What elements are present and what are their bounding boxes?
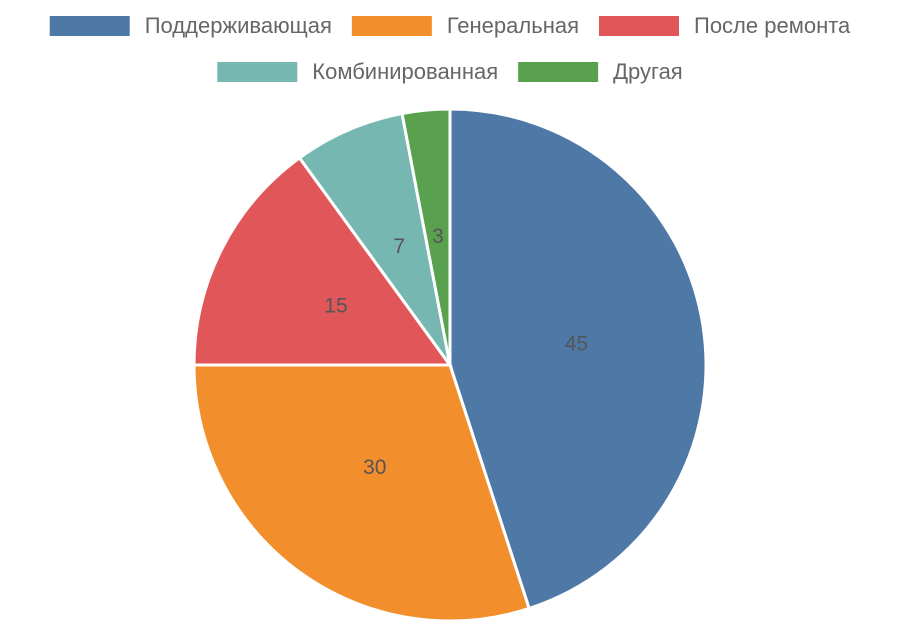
pie-slice — [192, 363, 531, 623]
legend-label: Поддерживающая — [145, 13, 332, 38]
pie-slice — [448, 107, 708, 611]
value-label: 7 — [393, 235, 405, 258]
legend-label: Другая — [613, 59, 683, 84]
pie-slice — [400, 107, 452, 366]
value-label: 15 — [324, 294, 347, 317]
legend-swatch — [49, 16, 130, 36]
value-label: 3 — [432, 225, 444, 248]
legend-swatch — [217, 62, 298, 82]
legend-label: После ремонта — [694, 13, 851, 38]
legend-swatch — [599, 16, 679, 36]
value-label: 45 — [565, 333, 588, 356]
legend-label: Генеральная — [447, 13, 579, 38]
pie-slice — [297, 111, 452, 366]
legend-item: Другая — [518, 59, 683, 84]
legend-swatch — [351, 16, 432, 36]
legend-item: После ремонта — [599, 13, 851, 38]
legend-item: Генеральная — [351, 13, 579, 38]
legend-swatch — [518, 62, 599, 82]
legend-label: Комбинированная — [312, 59, 498, 84]
legend-item: Комбинированная — [217, 59, 498, 84]
pie-slice — [192, 155, 453, 367]
legend-item: Поддерживающая — [49, 13, 332, 38]
value-label: 30 — [363, 456, 386, 479]
